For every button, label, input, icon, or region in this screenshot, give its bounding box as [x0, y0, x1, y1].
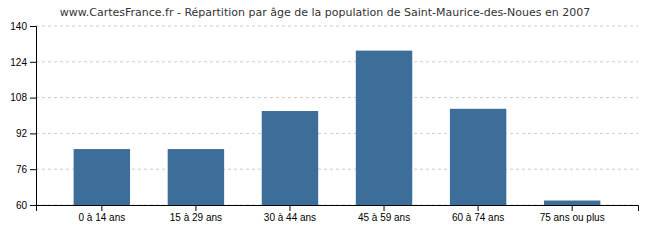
x-tick: 75 ans ou plus: [540, 205, 605, 223]
x-tick-mark: [384, 205, 385, 211]
bar: [356, 51, 412, 205]
bar: [262, 111, 318, 205]
y-tick-mark: [30, 133, 36, 134]
y-tick-label: 108: [10, 92, 27, 103]
x-axis: 0 à 14 ans 15 à 29 ans 30 à 44 ans 45 à 59 …: [37, 205, 639, 223]
bar: [168, 149, 224, 205]
x-tick-mark: [289, 205, 290, 211]
x-tick-label: 30 à 44 ans: [264, 212, 316, 223]
bars: [74, 51, 601, 205]
y-tick-label: 124: [10, 57, 27, 68]
y-tick-label: 76: [16, 164, 28, 175]
bar: [450, 109, 506, 205]
x-tick-label: 45 à 59 ans: [358, 212, 410, 223]
bar: [544, 201, 600, 205]
y-tick-label: 92: [16, 128, 28, 139]
x-tick-mark: [478, 205, 479, 211]
grid: [36, 26, 638, 205]
x-tick-mark: [101, 205, 102, 211]
x-tick: 45 à 59 ans: [358, 205, 410, 223]
x-tick-label: 0 à 14 ans: [78, 212, 125, 223]
x-tick: 0 à 14 ans: [78, 205, 125, 223]
y-tick-label: 60: [16, 200, 28, 211]
y-axis-line: [30, 27, 37, 206]
y-tick-mark: [30, 205, 36, 206]
x-tick: 60 à 74 ans: [452, 205, 504, 223]
y-tick: 108: [10, 92, 36, 103]
title: www.CartesFrance.fr - Répartition par âg…: [60, 6, 591, 19]
x-tick-label: 60 à 74 ans: [452, 212, 504, 223]
y-tick-mark: [30, 98, 36, 99]
y-tick: 92: [16, 128, 36, 139]
x-tick-mark: [195, 205, 196, 211]
plot: 60 76 92 108 124 140 0 à 14 ans 15 à 29 ans 30 à…: [10, 21, 638, 223]
grid-line: [36, 97, 638, 98]
y-tick-mark: [30, 62, 36, 63]
x-tick: 30 à 44 ans: [264, 205, 316, 223]
y-tick-mark: [30, 26, 36, 27]
grid-line: [36, 133, 638, 134]
x-tick-mark: [572, 205, 573, 211]
grid-line: [36, 26, 638, 27]
y-tick: 140: [10, 21, 36, 32]
x-tick-label: 15 à 29 ans: [170, 212, 222, 223]
y-axis: 60 76 92 108 124 140: [10, 21, 36, 211]
y-tick: 60: [16, 200, 36, 211]
chart: www.CartesFrance.fr - Répartition par âg…: [0, 0, 650, 229]
x-axis-line: [37, 206, 639, 212]
y-tick-mark: [30, 169, 36, 170]
grid-line: [36, 61, 638, 62]
y-tick: 76: [16, 164, 36, 175]
y-tick-label: 140: [10, 21, 27, 32]
y-tick: 124: [10, 57, 36, 68]
x-tick: 15 à 29 ans: [170, 205, 222, 223]
bar: [74, 149, 130, 205]
x-tick-label: 75 ans ou plus: [540, 212, 605, 223]
